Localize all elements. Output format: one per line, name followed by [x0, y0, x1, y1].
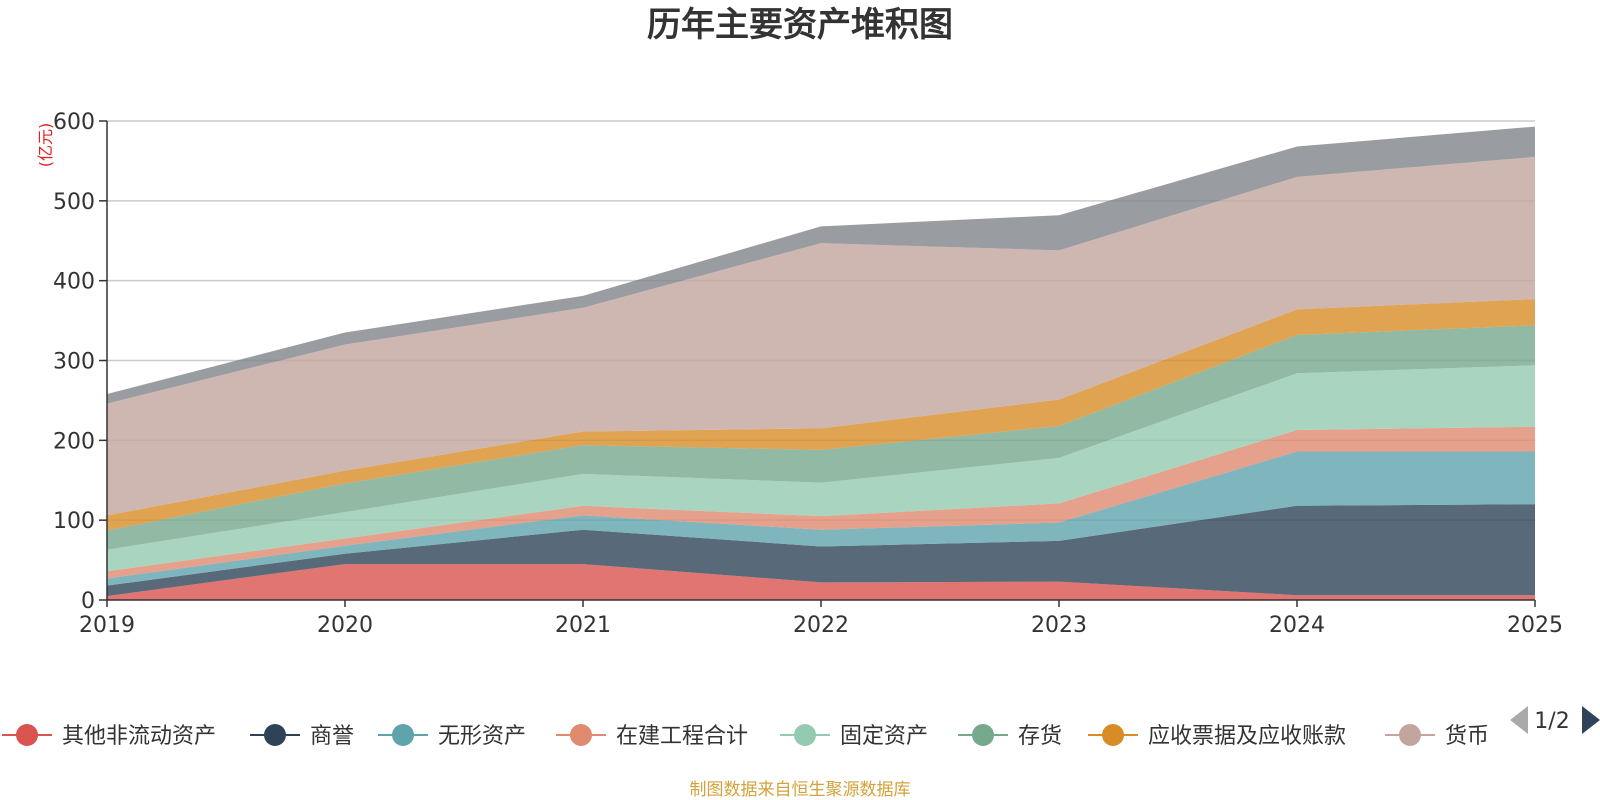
legend-label: 货币 — [1445, 724, 1489, 749]
y-tick-label: 100 — [53, 509, 95, 534]
y-tick-label: 0 — [81, 589, 95, 614]
y-tick-label: 300 — [53, 350, 95, 375]
legend-item[interactable]: 固定资产 — [780, 724, 928, 749]
legend-item[interactable]: 其他非流动资产 — [2, 724, 216, 749]
area-无形资产 — [107, 451, 1535, 586]
area-其他 — [107, 126, 1535, 404]
x-tick-label: 2024 — [1269, 613, 1325, 638]
area-货币资金 — [107, 156, 1535, 516]
legend-label: 其他非流动资产 — [62, 724, 216, 749]
legend-marker-icon — [16, 724, 38, 746]
x-tick-label: 2022 — [793, 613, 849, 638]
area-存货 — [107, 325, 1535, 550]
legend-marker-icon — [972, 724, 994, 746]
x-axis-labels: 2019 2020 2021 2022 2023 2024 2025 — [79, 613, 1563, 638]
legend-label: 固定资产 — [840, 724, 928, 749]
y-tick-label: 400 — [53, 270, 95, 295]
area-固定资产 — [107, 365, 1535, 572]
legend-label: 无形资产 — [438, 724, 526, 749]
legend-prev-icon[interactable] — [1510, 706, 1528, 734]
x-tick-label: 2019 — [79, 613, 135, 638]
legend-label: 在建工程合计 — [616, 724, 748, 749]
legend-marker-icon — [794, 724, 816, 746]
area-其他非流动资产 — [107, 564, 1535, 600]
area-应收票据及应收账款 — [107, 299, 1535, 531]
legend-label: 应收票据及应收账款 — [1148, 724, 1346, 749]
y-tick-label: 500 — [53, 190, 95, 215]
legend-item[interactable]: 无形资产 — [378, 724, 526, 749]
y-tick-label: 200 — [53, 429, 95, 454]
legend-marker-icon — [264, 724, 286, 746]
source-note: 制图数据来自恒生聚源数据库 — [690, 780, 911, 800]
legend-item[interactable]: 应收票据及应收账款 — [1088, 724, 1346, 749]
area-series — [107, 126, 1535, 600]
x-tick-label: 2020 — [317, 613, 373, 638]
legend-label: 存货 — [1018, 724, 1062, 749]
legend-page-indicator: 1/2 — [1534, 709, 1569, 734]
x-tick-label: 2023 — [1031, 613, 1087, 638]
axes — [99, 120, 1536, 607]
legend-marker-icon — [570, 724, 592, 746]
legend-next-icon[interactable] — [1582, 706, 1600, 734]
y-tick-label: 600 — [53, 110, 95, 135]
area-在建工程合计 — [107, 426, 1535, 579]
legend-label: 商誉 — [310, 724, 354, 749]
x-tick-label: 2025 — [1507, 613, 1563, 638]
legend-item[interactable]: 存货 — [958, 724, 1062, 749]
area-商誉 — [107, 504, 1535, 597]
legend-pager: 1/2 — [1510, 706, 1600, 734]
legend-item[interactable]: 在建工程合计 — [556, 724, 748, 749]
legend-marker-icon — [1399, 724, 1421, 746]
x-tick-label: 2021 — [555, 613, 611, 638]
chart-title: 历年主要资产堆积图 — [647, 5, 953, 45]
y-axis-unit: (亿元) — [36, 123, 55, 168]
legend-marker-icon — [1102, 724, 1124, 746]
legend: 其他非流动资产 商誉 无形资产 在建工程合计 固定资产 存货 应收票据及应收账款 货币 — [2, 724, 1489, 749]
legend-item[interactable]: 商誉 — [250, 724, 354, 749]
y-axis-labels: 0 100 200 300 400 500 600 — [53, 110, 95, 614]
legend-marker-icon — [392, 724, 414, 746]
legend-item[interactable]: 货币 — [1385, 724, 1489, 749]
